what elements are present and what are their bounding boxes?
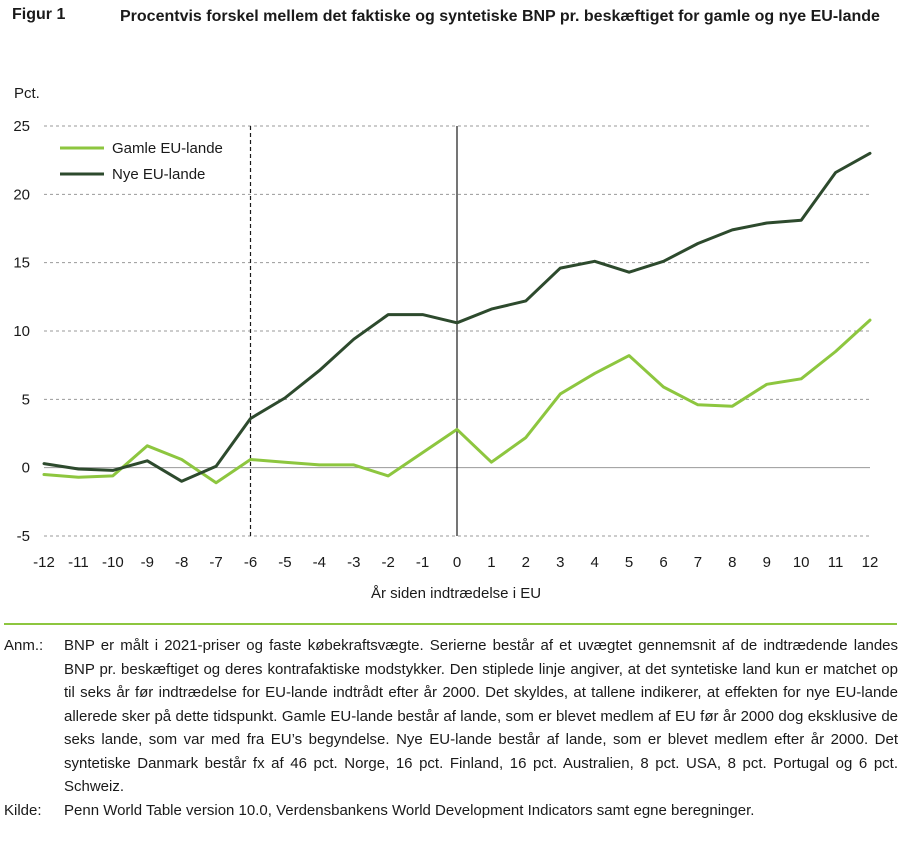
y-axis-label: Pct. xyxy=(14,85,40,102)
legend-label: Gamle EU-lande xyxy=(112,140,223,157)
x-tick-label: 7 xyxy=(694,554,702,571)
notes-section: Anm.: BNP er målt i 2021-priser og faste… xyxy=(4,634,898,822)
divider-rule xyxy=(4,623,897,625)
x-axis-label: År siden indtrædelse i EU xyxy=(371,585,541,602)
y-tick-label: 0 xyxy=(22,460,30,477)
x-tick-label: 1 xyxy=(487,554,495,571)
x-tick-label: -10 xyxy=(102,554,124,571)
figure-label: Figur 1 xyxy=(12,6,66,23)
reference-lines xyxy=(249,126,458,536)
y-tick-label: 5 xyxy=(22,391,30,408)
y-tick-label: 20 xyxy=(13,186,30,203)
x-tick-label: -12 xyxy=(33,554,55,571)
x-tick-label: 9 xyxy=(763,554,771,571)
note-key: Kilde: xyxy=(4,801,42,819)
x-tick-label: 8 xyxy=(728,554,736,571)
y-tick-label: 25 xyxy=(13,118,30,135)
x-tick-label: 12 xyxy=(862,554,879,571)
series-lines xyxy=(42,151,872,485)
x-tick-label: -3 xyxy=(347,554,360,571)
note-row-kilde: Kilde: Penn World Table version 10.0, Ve… xyxy=(4,799,898,823)
x-tick-label: -11 xyxy=(68,554,89,571)
x-tick-label: 0 xyxy=(453,554,461,571)
x-tick-label: -9 xyxy=(141,554,154,571)
x-tick-label: -6 xyxy=(244,554,257,571)
x-tick-label: 6 xyxy=(659,554,667,571)
x-tick-label: -8 xyxy=(175,554,188,571)
y-tick-label: 15 xyxy=(13,255,30,272)
series-line-nye xyxy=(42,151,872,483)
x-tick-label: 10 xyxy=(793,554,810,571)
x-tick-label: -2 xyxy=(381,554,394,571)
series-line-gamle xyxy=(42,318,872,485)
x-tick-label: -4 xyxy=(313,554,326,571)
x-tick-label: -5 xyxy=(278,554,291,571)
x-tick-label: 4 xyxy=(590,554,598,571)
x-tick-label: 3 xyxy=(556,554,564,571)
x-axis-ticks: -12 -11 -10 -9 -8 -7 -6 -5 -4 -3 -2 -1 0 1 2 3 4 5 6 7 8 9 10 1… xyxy=(33,554,878,571)
figure-title: Procentvis forskel mellem det faktiske o… xyxy=(120,8,880,25)
x-tick-label: 11 xyxy=(828,554,844,571)
x-tick-label: -1 xyxy=(416,554,429,571)
y-tick-label: 10 xyxy=(13,323,30,340)
x-tick-label: 5 xyxy=(625,554,633,571)
note-row-anm: Anm.: BNP er målt i 2021-priser og faste… xyxy=(4,634,898,799)
y-tick-label: -5 xyxy=(17,528,30,545)
legend-label: Nye EU-lande xyxy=(112,166,205,183)
note-key: Anm.: xyxy=(4,637,44,654)
legend: Gamle EU-lande Nye EU-lande xyxy=(60,140,223,183)
x-tick-label: -7 xyxy=(209,554,222,571)
note-text: BNP er målt i 2021-priser og faste købek… xyxy=(64,637,898,795)
note-text: Penn World Table version 10.0, Verdensba… xyxy=(64,801,755,819)
x-tick-label: 2 xyxy=(522,554,530,571)
y-axis-ticks: -5 0 5 10 15 20 25 xyxy=(13,118,30,545)
